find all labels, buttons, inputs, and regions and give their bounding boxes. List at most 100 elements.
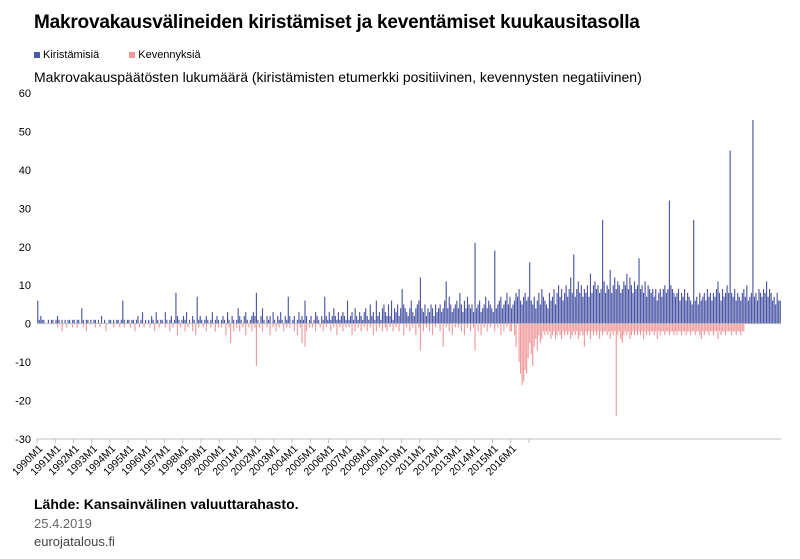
bar-tightening bbox=[274, 319, 276, 324]
bar-easing bbox=[633, 323, 636, 336]
bar-easing bbox=[718, 323, 721, 332]
bar-tightening bbox=[653, 296, 655, 324]
bar-easing bbox=[230, 323, 232, 343]
bar-easing bbox=[664, 323, 666, 336]
bar-easing bbox=[734, 323, 736, 332]
bar-tightening bbox=[697, 304, 699, 324]
bar-tightening bbox=[598, 292, 601, 324]
bar-tightening bbox=[466, 296, 469, 324]
bar-easing bbox=[357, 323, 359, 328]
bar-easing bbox=[395, 323, 397, 328]
bar-easing bbox=[143, 323, 145, 328]
bar-tightening bbox=[339, 319, 341, 324]
bar-tightening bbox=[308, 319, 311, 324]
bar-tightening bbox=[126, 319, 128, 324]
bar-tightening bbox=[700, 300, 702, 324]
bar-tightening bbox=[696, 296, 698, 324]
bar-easing bbox=[585, 323, 587, 332]
bar-easing bbox=[406, 323, 408, 328]
bar-easing bbox=[668, 323, 670, 336]
bar-tightening bbox=[433, 315, 435, 324]
bar-tightening bbox=[655, 289, 657, 324]
bar-tightening bbox=[363, 312, 365, 324]
bar-tightening bbox=[97, 319, 100, 324]
bar-tightening bbox=[706, 289, 708, 324]
bar-tightening bbox=[310, 315, 312, 324]
bar-tightening bbox=[236, 319, 238, 324]
bar-tightening bbox=[776, 292, 778, 324]
bar-easing bbox=[330, 323, 332, 332]
bar-easing bbox=[639, 323, 642, 336]
bar-tightening bbox=[562, 300, 564, 324]
source-note: Lähde: Kansainvälinen valuuttarahasto. bbox=[34, 496, 299, 512]
bar-tightening bbox=[345, 319, 347, 324]
bar-tightening bbox=[369, 304, 371, 324]
bar-easing bbox=[605, 323, 607, 332]
bar-easing bbox=[677, 323, 680, 332]
bar-tightening bbox=[682, 296, 684, 324]
bar-tightening bbox=[69, 319, 71, 324]
bar-easing bbox=[392, 323, 394, 332]
bar-easing bbox=[272, 323, 274, 328]
bar-easing bbox=[214, 323, 216, 332]
bar-easing bbox=[198, 323, 200, 328]
bar-tightening bbox=[576, 289, 578, 324]
bar-tightening bbox=[47, 319, 49, 324]
bar-easing bbox=[574, 323, 576, 336]
bar-easing bbox=[372, 323, 374, 336]
bar-easing bbox=[617, 323, 619, 336]
bar-tightening bbox=[477, 304, 479, 324]
bar-tightening bbox=[741, 292, 743, 324]
bar-tightening bbox=[357, 319, 359, 324]
bar-tightening bbox=[479, 300, 481, 324]
bar-easing bbox=[524, 323, 526, 370]
bar-easing bbox=[369, 323, 371, 328]
bar-tightening bbox=[527, 296, 529, 324]
bar-easing bbox=[568, 323, 570, 332]
bar-easing bbox=[503, 323, 505, 332]
bar-tightening bbox=[38, 319, 40, 324]
bar-tightening bbox=[81, 308, 83, 324]
bar-easing bbox=[629, 323, 631, 340]
bar-tightening bbox=[231, 315, 233, 324]
bar-tightening bbox=[189, 319, 191, 324]
bar-tightening bbox=[507, 304, 510, 324]
bar-tightening bbox=[184, 319, 186, 324]
bar-easing bbox=[635, 323, 637, 332]
bar-tightening bbox=[76, 319, 78, 324]
bar-easing bbox=[603, 323, 605, 332]
bar-easing bbox=[480, 323, 482, 336]
bar-easing bbox=[553, 323, 555, 332]
bar-easing bbox=[506, 323, 508, 328]
bar-tightening bbox=[137, 315, 139, 324]
bar-tightening bbox=[439, 304, 441, 324]
bar-easing bbox=[592, 323, 595, 336]
bar-tightening bbox=[775, 304, 777, 324]
bar-tightening bbox=[113, 319, 115, 324]
bar-tightening bbox=[340, 315, 342, 324]
bar-easing bbox=[712, 323, 714, 336]
bar-tightening bbox=[360, 315, 362, 324]
bar-tightening bbox=[351, 312, 353, 324]
bar-tightening bbox=[217, 319, 220, 324]
legend-label-easing: Kevennyksiä bbox=[138, 49, 201, 61]
bar-tightening bbox=[336, 319, 338, 324]
bar-tightening bbox=[559, 296, 561, 324]
bar-tightening bbox=[425, 315, 428, 324]
bar-tightening bbox=[468, 304, 470, 324]
bar-tightening bbox=[193, 319, 195, 324]
bar-tightening bbox=[720, 300, 722, 324]
bar-tightening bbox=[526, 300, 528, 324]
bar-easing bbox=[602, 323, 604, 336]
bar-tightening bbox=[226, 312, 229, 324]
bar-tightening bbox=[532, 304, 534, 324]
bar-tightening bbox=[573, 254, 575, 324]
bar-easing bbox=[158, 323, 160, 328]
bar-easing bbox=[477, 323, 479, 332]
bar-tightening bbox=[480, 312, 482, 324]
y-tick-label: 40 bbox=[19, 165, 31, 177]
bar-tightening bbox=[624, 285, 626, 324]
bar-tightening bbox=[267, 319, 270, 324]
bar-easing bbox=[577, 323, 579, 340]
bar-easing bbox=[618, 323, 620, 332]
